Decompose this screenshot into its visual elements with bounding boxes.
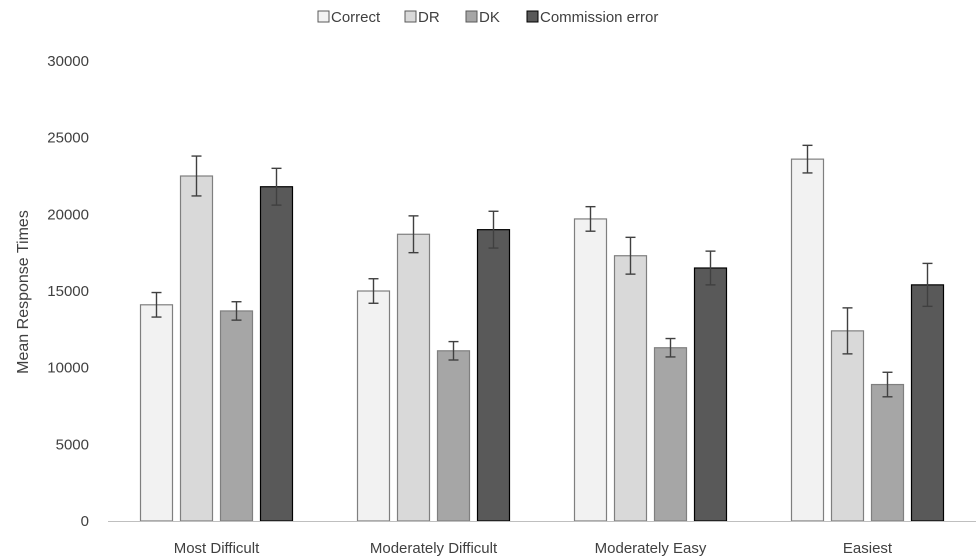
legend-swatch xyxy=(317,10,330,23)
bar-commission-error xyxy=(910,284,945,522)
category-label: Most Difficult xyxy=(174,540,260,557)
error-bars xyxy=(151,144,933,398)
category-label: Moderately Easy xyxy=(595,540,707,557)
bar-dr xyxy=(179,175,214,522)
bar-commission-error xyxy=(693,267,728,522)
legend-label: DK xyxy=(479,9,500,26)
y-tick-label: 10000 xyxy=(47,360,89,377)
bar-dk xyxy=(219,310,254,522)
y-tick-label: 15000 xyxy=(47,283,89,300)
y-tick-label: 30000 xyxy=(47,53,89,70)
legend-swatch xyxy=(465,10,478,23)
legend-swatch xyxy=(526,10,539,23)
bars xyxy=(139,158,945,522)
bar-dk xyxy=(653,347,688,522)
error-bar xyxy=(408,215,419,254)
y-axis-ticks: 0 5000 10000 15000 20000 25000 30000 xyxy=(47,53,89,530)
bar-dk xyxy=(870,383,905,522)
error-bar xyxy=(231,301,242,321)
legend-label: Correct xyxy=(331,9,381,26)
legend: Correct DR DK Commission error xyxy=(317,9,658,26)
legend-label: Commission error xyxy=(540,9,658,26)
category-label: Easiest xyxy=(843,540,893,557)
y-tick-label: 5000 xyxy=(56,436,89,453)
bar-commission-error xyxy=(476,229,511,522)
legend-swatch xyxy=(404,10,417,23)
error-bar xyxy=(448,340,459,361)
bar-dr xyxy=(396,233,431,522)
error-bar xyxy=(488,210,499,249)
y-tick-label: 20000 xyxy=(47,206,89,223)
bar-commission-error xyxy=(259,186,294,522)
error-bar xyxy=(585,205,596,232)
error-bar xyxy=(842,307,853,355)
legend-item: DR xyxy=(404,9,440,26)
error-bar xyxy=(922,262,933,308)
bar-correct xyxy=(356,290,391,522)
category-labels: Most Difficult Moderately Difficult Modera… xyxy=(174,540,893,557)
legend-item: Correct xyxy=(317,9,381,26)
bar-dr xyxy=(830,330,865,522)
error-bar xyxy=(191,155,202,197)
error-bar xyxy=(882,371,893,398)
bar-dk xyxy=(436,350,471,522)
bar-correct xyxy=(573,218,608,522)
error-bar xyxy=(271,167,282,206)
error-bar xyxy=(802,144,813,174)
y-axis-title: Mean Response Times xyxy=(15,210,32,374)
bar-dr xyxy=(613,255,648,522)
legend-item: Commission error xyxy=(526,9,658,26)
error-bar xyxy=(151,291,162,318)
category-label: Moderately Difficult xyxy=(370,540,498,557)
error-bar xyxy=(665,337,676,358)
bar-correct xyxy=(139,304,174,522)
y-tick-label: 0 xyxy=(81,513,89,530)
legend-item: DK xyxy=(465,9,500,26)
error-bar xyxy=(368,278,379,304)
y-tick-label: 25000 xyxy=(47,130,89,147)
error-bar xyxy=(625,236,636,275)
bar-correct xyxy=(790,158,825,522)
legend-label: DR xyxy=(418,9,440,26)
error-bar xyxy=(705,250,716,286)
